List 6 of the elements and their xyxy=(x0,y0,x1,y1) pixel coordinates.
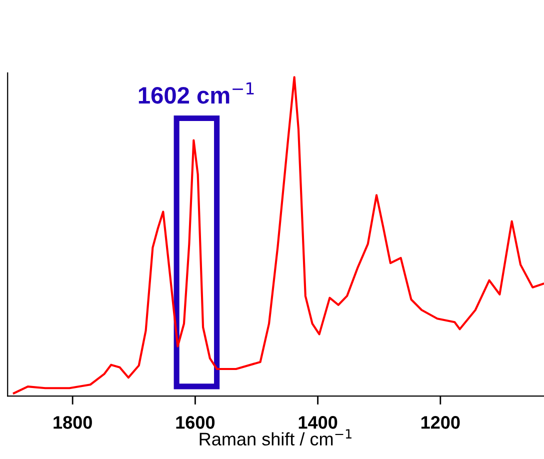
x-axis-title: Raman shift / cm$^{−1}$ xyxy=(200,429,352,446)
x-tick-label: 1600 xyxy=(176,416,215,429)
x-tick-label: 1400 xyxy=(298,416,338,429)
x-tick-label: 1800 xyxy=(54,416,92,429)
x-tick-label: 1200 xyxy=(421,416,460,429)
annotation: 1602 cm$^{−1}$ xyxy=(138,82,254,104)
